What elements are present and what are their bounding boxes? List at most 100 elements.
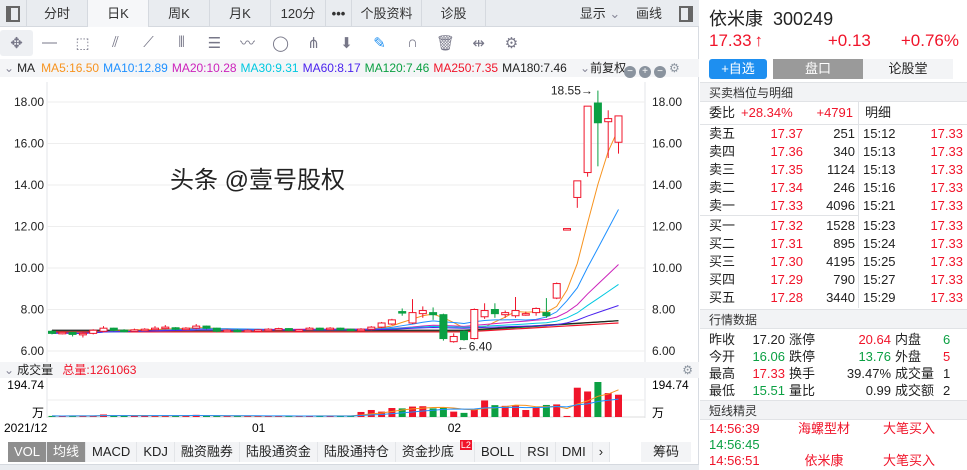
rect-icon[interactable]: ⬚ xyxy=(75,34,90,52)
tick-time: 15:21 xyxy=(863,198,896,213)
ma-legend-item: MA5:16.50 xyxy=(41,61,100,75)
tab-forum[interactable]: 论股堂 xyxy=(863,59,953,79)
gann-icon[interactable]: ☰ xyxy=(207,34,222,52)
tab-weekly-k[interactable]: 周K xyxy=(149,0,210,27)
split-icon[interactable]: ⇹ xyxy=(472,34,485,52)
candle xyxy=(521,311,530,316)
tick-price: 17.33 xyxy=(930,272,963,287)
volume-bar xyxy=(522,409,530,417)
fan-icon[interactable]: ⫽ xyxy=(112,34,119,51)
volume-bar xyxy=(573,387,581,417)
gear-icon[interactable]: ⚙ xyxy=(504,34,519,52)
candle xyxy=(439,313,448,341)
segment-icon[interactable]: ⟋ xyxy=(143,34,154,51)
candle xyxy=(130,328,139,332)
quote-value: 20.64 xyxy=(858,332,891,347)
quote-label: 成交额 xyxy=(895,383,935,398)
candle-body xyxy=(326,327,335,331)
candle-body xyxy=(151,327,159,331)
tab-indicator[interactable]: KDJ xyxy=(137,442,175,462)
tab-orderbook[interactable]: 盘口 xyxy=(773,59,863,79)
tab-indicator[interactable]: BOLL xyxy=(474,442,522,462)
tab-profile[interactable]: 个股资料 xyxy=(352,0,422,27)
candlestick-chart[interactable]: 18.00 18.00 16.00 16.00 14.00 14.00 12.00 12.00… xyxy=(0,82,699,362)
tab-indicator[interactable]: 融资融券 xyxy=(174,442,240,462)
next-tabs-button[interactable]: › xyxy=(592,442,611,462)
candle xyxy=(140,328,149,332)
quote-label: 外盘 xyxy=(895,349,922,364)
parallel-lines-icon[interactable]: ⦀ xyxy=(178,34,185,51)
tab-indicator[interactable]: 陆股通持仓 xyxy=(317,442,396,462)
toggle-left-panel-button[interactable] xyxy=(0,0,27,27)
tab-indicator[interactable]: 资金抄底 L2 xyxy=(395,440,475,462)
tab-label: VOL xyxy=(14,444,41,459)
quote-label: 内盘 xyxy=(895,332,922,347)
fork-icon[interactable]: ⋔ xyxy=(307,34,320,52)
cycle-icon[interactable]: ◯ xyxy=(272,34,289,52)
candle xyxy=(161,325,170,330)
tab-indicator[interactable]: 均线 xyxy=(47,442,87,462)
orderbook-row: 卖四 17.36 340 xyxy=(700,143,858,161)
arrow-down-icon[interactable]: ⬇ xyxy=(340,34,353,52)
y-tick-label-right: 14.00 xyxy=(652,178,682,192)
candle-body xyxy=(614,115,623,143)
candle xyxy=(573,180,582,208)
trash-icon[interactable]: 🗑 xyxy=(435,34,456,52)
orderbook-row: 买三 17.30 4195 xyxy=(700,253,858,271)
tab-label: RSI xyxy=(527,444,549,459)
more-tabs-button[interactable]: ••• xyxy=(326,0,352,27)
plus-icon[interactable]: + xyxy=(639,66,651,78)
move-icon[interactable]: ✥ xyxy=(0,29,33,56)
toggle-right-panel-button[interactable] xyxy=(672,0,699,27)
tab-indicator[interactable]: RSI xyxy=(521,442,556,462)
tab-indicator[interactable]: VOL xyxy=(8,442,48,462)
add-watchlist-button[interactable]: +自选 xyxy=(709,59,767,79)
tab-monthly-k[interactable]: 月K xyxy=(210,0,271,27)
minus-icon[interactable]: − xyxy=(624,66,636,78)
ma-label[interactable]: MA xyxy=(17,61,36,75)
candle xyxy=(233,329,242,333)
sprite-list: 14:56:39 海螺型材 大笔买入 14:56:45 14:56:51 依米康 大笔买入 xyxy=(709,421,967,469)
stock-code: 300249 xyxy=(773,9,834,29)
wave-icon[interactable]: 〰 xyxy=(239,35,255,52)
eraser-icon[interactable]: ✎ xyxy=(373,34,386,52)
ma-legend-item: MA250:7.35 xyxy=(433,61,499,75)
chips-button[interactable]: 筹码 xyxy=(641,442,691,462)
tab-intraday[interactable]: 分时 xyxy=(27,0,88,27)
volume-bar xyxy=(419,406,427,417)
display-dropdown[interactable]: 显示 ⌄ xyxy=(574,0,626,27)
tab-label: KDJ xyxy=(143,444,168,459)
tab-120min[interactable]: 120分 xyxy=(271,0,326,27)
ratio-diff: +4791 xyxy=(816,105,853,120)
tab-indicator[interactable]: 陆股通资金 xyxy=(239,442,318,462)
sprite-time: 14:56:45 xyxy=(709,437,760,452)
chevron-down-icon[interactable]: ⌄ xyxy=(4,363,15,377)
volume-bar xyxy=(491,405,499,417)
quote-header: 行情数据 xyxy=(700,309,967,329)
quote-label: 跌停 xyxy=(789,349,816,364)
watermark: 头条 @壹号股权 xyxy=(170,167,346,194)
tab-diagnosis[interactable]: 诊股 xyxy=(422,0,486,27)
candle-body xyxy=(130,329,139,332)
tab-daily-k[interactable]: 日K xyxy=(88,0,149,27)
adjust-dropdown[interactable]: ⌄前复权 xyxy=(580,59,626,77)
line-icon[interactable]: — xyxy=(42,34,57,51)
candle xyxy=(408,299,417,325)
level-label: 卖一 xyxy=(709,198,736,213)
minus-icon[interactable]: − xyxy=(654,66,666,78)
gear-icon[interactable]: ⚙ xyxy=(669,61,680,75)
candle xyxy=(552,282,561,300)
tab-indicator[interactable]: DMI xyxy=(555,442,593,462)
y-tick-label-right: 16.00 xyxy=(652,137,682,151)
candle-body xyxy=(161,326,170,330)
gear-icon[interactable]: ⚙ xyxy=(682,363,693,377)
draw-button[interactable]: 画线 xyxy=(635,6,662,21)
candle xyxy=(377,321,386,329)
chart-panel: 分时 日K 周K 月K 120分 ••• 个股资料 诊股 显示 ⌄ 画线 ✥ —… xyxy=(0,0,699,470)
candle-body xyxy=(418,310,427,315)
tab-indicator[interactable]: MACD xyxy=(86,442,138,462)
tick-price: 17.33 xyxy=(930,180,963,195)
magnet-icon[interactable]: ∩ xyxy=(407,34,418,51)
chevron-down-icon[interactable]: ⌄ xyxy=(4,61,15,75)
